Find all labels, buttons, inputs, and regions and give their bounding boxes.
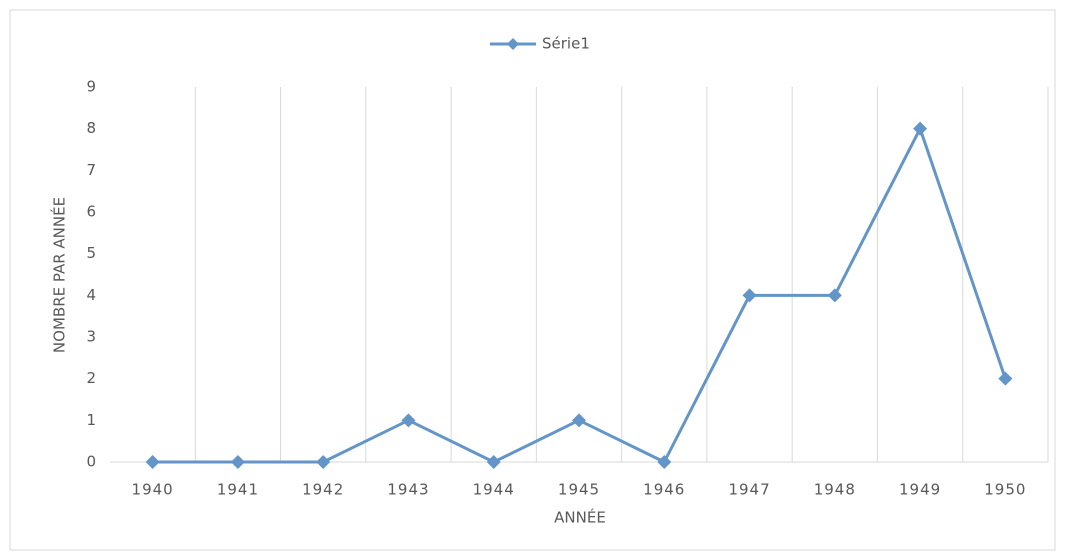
x-tick-label: 1949 [899, 481, 941, 499]
x-tick-label: 1945 [558, 481, 600, 499]
marker [913, 121, 928, 136]
x-tick-label: 1946 [643, 481, 685, 499]
y-tick-label: 7 [86, 161, 96, 179]
y-tick-label: 1 [86, 411, 96, 429]
y-tick-label: 2 [86, 369, 96, 387]
marker [742, 288, 757, 303]
x-tick-label: 1942 [302, 481, 344, 499]
y-tick-label: 4 [86, 286, 96, 304]
x-tick-label: 1941 [217, 481, 259, 499]
marker [145, 455, 160, 469]
chart-border [9, 9, 1056, 551]
x-axis-title: ANNÉE [554, 508, 606, 527]
y-tick-label: 6 [86, 203, 96, 221]
x-tick-label: 1944 [473, 481, 515, 499]
y-tick-label: 0 [86, 453, 96, 471]
x-tick-label: 1943 [387, 481, 429, 499]
x-tick-label: 1947 [728, 481, 770, 499]
x-tick-label: 1950 [984, 481, 1026, 499]
marker [401, 413, 416, 428]
y-tick-label: 5 [86, 244, 96, 262]
marker [827, 288, 842, 303]
marker [572, 413, 586, 428]
x-tick-label: 1940 [132, 481, 174, 499]
y-axis-title: NOMBRE PAR ANNÉE [50, 197, 69, 353]
x-tick-label: 1948 [814, 481, 856, 499]
marker [998, 371, 1013, 386]
marker [486, 455, 501, 469]
y-tick-label: 3 [86, 328, 96, 346]
marker [657, 455, 672, 469]
legend-label: Série1 [542, 35, 590, 53]
legend-marker [507, 38, 519, 50]
y-tick-label: 9 [86, 78, 96, 96]
y-tick-label: 8 [86, 119, 96, 137]
marker [316, 455, 331, 469]
marker [230, 455, 245, 469]
